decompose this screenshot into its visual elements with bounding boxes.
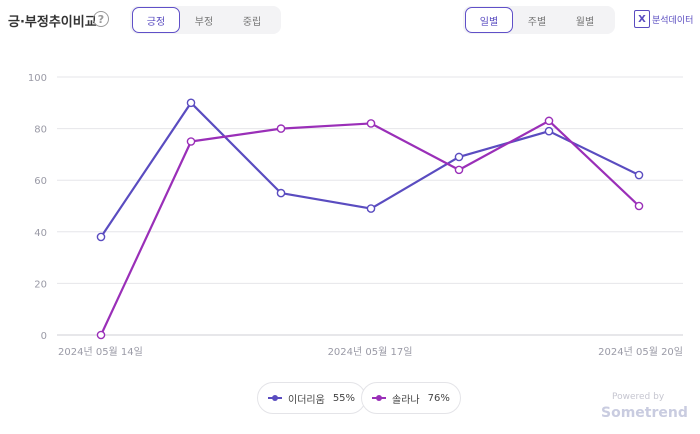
tab-monthly[interactable]: 월별 [575, 16, 595, 28]
powered-by-label: Powered by [612, 392, 665, 402]
data-point-solana [366, 119, 376, 128]
y-tick-label: 100 [28, 73, 47, 84]
x-tick-label: 2024년 05월 17일 [328, 346, 413, 358]
y-axis-labels: 0 20 40 60 80 100 [28, 73, 47, 342]
x-tick-label: 2024년 05월 14일 [58, 346, 143, 358]
export-label: 분석데이터 [652, 15, 694, 26]
x-axis-labels: 2024년 05월 14일 2024년 05월 17일 2024년 05월 20일 [58, 346, 683, 358]
data-point-ethereum [366, 204, 376, 213]
y-tick-label: 60 [34, 176, 47, 187]
grid-lines [57, 76, 683, 336]
data-point-solana [276, 124, 286, 133]
y-tick-label: 0 [41, 331, 47, 342]
legend-pct-solana: 76% [427, 392, 450, 404]
brand-logo: Sometrend [601, 405, 688, 421]
y-tick-label: 40 [34, 228, 47, 239]
legend-label-solana: 솔라나 [392, 394, 420, 406]
data-point-ethereum [186, 98, 196, 108]
page-title: 긍·부정추이비교 [8, 15, 97, 30]
tab-negative[interactable]: 부정 [194, 16, 214, 28]
legend-swatch-ethereum [268, 395, 282, 401]
sentiment-tabs: 긍정 부정 중립 [130, 6, 281, 34]
excel-icon: X [634, 10, 650, 28]
tab-neutral[interactable]: 중립 [242, 16, 262, 28]
data-point-solana [186, 137, 196, 146]
series-line-solana [100, 119, 640, 336]
legend-button-ethereum[interactable]: 이더리움 55% [257, 382, 367, 414]
data-point-solana [96, 330, 106, 340]
data-point-ethereum [276, 188, 286, 198]
data-point-solana [634, 201, 644, 211]
legend-swatch-solana [372, 395, 386, 401]
legend-button-solana[interactable]: 솔라나 76% [361, 382, 461, 414]
period-tabs: 일별 주별 월별 [463, 6, 615, 34]
data-point-ethereum [544, 126, 554, 136]
tab-daily[interactable]: 일별 [465, 7, 513, 33]
data-point-solana [544, 116, 554, 126]
y-tick-label: 80 [34, 125, 47, 136]
data-point-ethereum [96, 232, 106, 242]
data-point-ethereum [634, 170, 644, 180]
tab-weekly[interactable]: 주별 [527, 16, 547, 28]
help-icon[interactable]: ? [93, 11, 109, 27]
legend-pct-ethereum: 55% [332, 392, 356, 404]
data-point-ethereum [454, 152, 464, 162]
legend-label-ethereum: 이더리움 [288, 394, 325, 406]
series-layer [96, 98, 644, 340]
tab-positive[interactable]: 긍정 [132, 7, 180, 33]
export-data-button[interactable]: X 분석데이터 [634, 10, 693, 28]
y-tick-label: 20 [34, 279, 47, 290]
x-tick-label: 2024년 05월 20일 [598, 346, 683, 358]
data-point-solana [454, 165, 464, 175]
